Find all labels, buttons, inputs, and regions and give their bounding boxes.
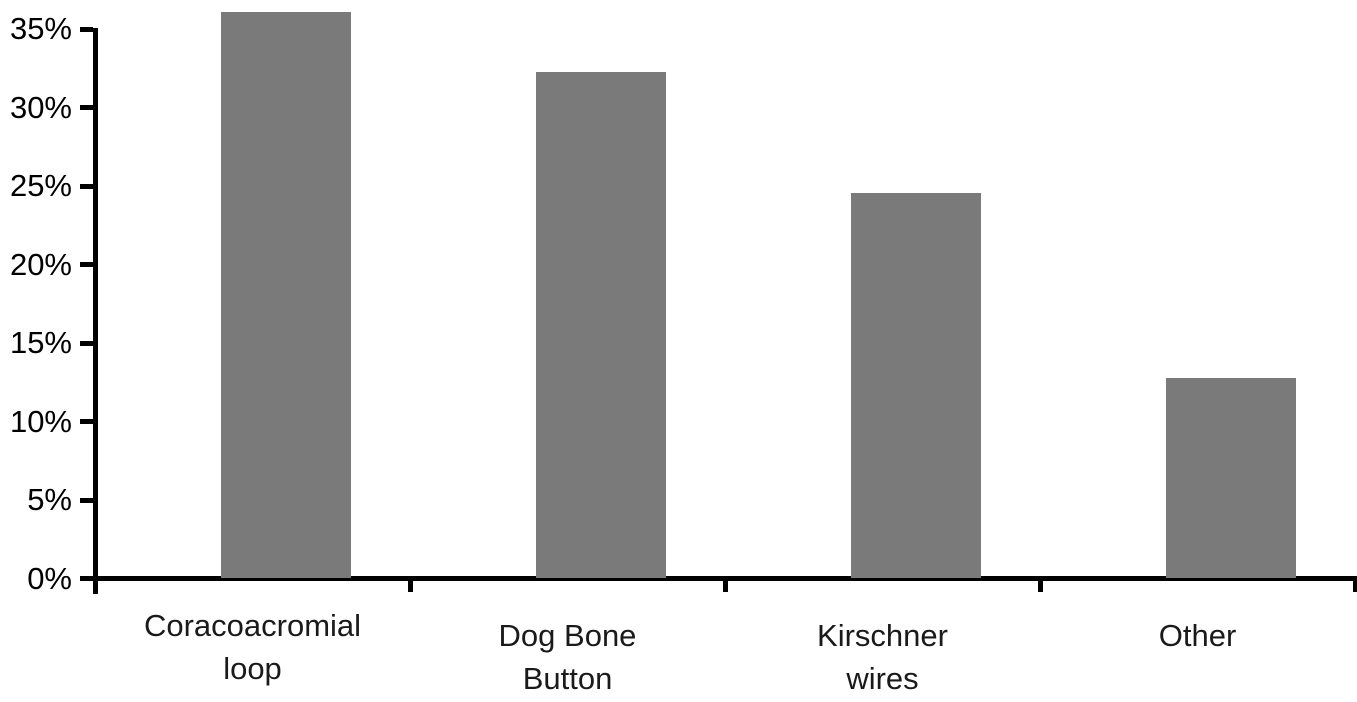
y-tick-label: 25%	[9, 168, 72, 204]
y-tick-label: 30%	[9, 89, 72, 125]
bar-kirschner-wires	[851, 192, 981, 579]
y-tick-mark	[80, 419, 93, 425]
y-tick-mark	[80, 576, 93, 581]
category-label-line: Button	[522, 661, 613, 696]
category-label-line: Coracoacromial	[143, 608, 362, 643]
x-tick-mark	[722, 576, 728, 592]
category-label-line: Dog Bone	[498, 618, 637, 653]
x-tick-mark	[1352, 576, 1357, 592]
x-axis-line	[80, 576, 1357, 581]
x-tick-mark	[92, 576, 98, 592]
category-label: Other	[1040, 614, 1355, 657]
y-tick-label: 35%	[9, 11, 72, 47]
y-tick-label: 0%	[27, 560, 72, 596]
x-tick-mark	[407, 576, 413, 592]
category-label: Coracoacromial loop	[95, 604, 410, 690]
bar-dog-bone-button	[536, 71, 666, 579]
bar-coracoacromial-loop	[221, 12, 351, 579]
y-tick-mark	[80, 183, 93, 189]
category-label: Dog Bone Button	[410, 614, 725, 700]
x-tick-mark	[1037, 576, 1043, 592]
bar-other	[1166, 377, 1296, 579]
category-label-line: Kirschner	[817, 618, 948, 653]
category-label-line: wires	[846, 661, 919, 696]
y-tick-label: 5%	[27, 482, 72, 518]
y-tick-mark	[80, 497, 93, 503]
y-tick-mark	[80, 26, 93, 32]
category-label-line: loop	[223, 651, 282, 686]
y-tick-mark	[80, 340, 93, 346]
y-tick-label: 10%	[9, 403, 72, 439]
y-axis-line	[92, 28, 98, 594]
y-tick-label: 20%	[9, 246, 72, 282]
y-tick-mark	[80, 105, 93, 111]
category-label-line: Other	[1158, 618, 1237, 653]
y-tick-mark	[80, 262, 93, 268]
category-label: Kirschner wires	[725, 614, 1040, 700]
y-tick-label: 15%	[9, 325, 72, 361]
